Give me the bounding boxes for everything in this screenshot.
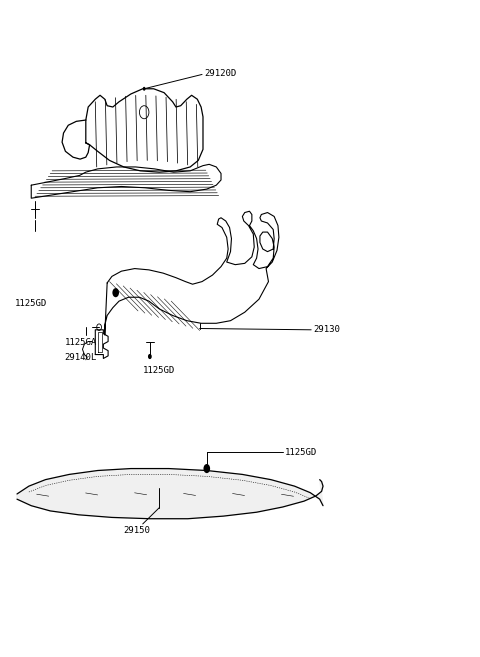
Text: 29140L: 29140L <box>64 353 96 362</box>
Text: 1125GD: 1125GD <box>14 299 47 308</box>
Circle shape <box>112 288 119 297</box>
Circle shape <box>148 354 152 359</box>
Circle shape <box>143 87 145 91</box>
Text: 29130: 29130 <box>313 325 340 334</box>
Circle shape <box>204 464 210 473</box>
Text: 29120D: 29120D <box>204 68 237 78</box>
Text: 1125GA: 1125GA <box>64 338 96 348</box>
Polygon shape <box>17 468 323 519</box>
Text: 1125GD: 1125GD <box>285 448 317 457</box>
Text: 1125GD: 1125GD <box>143 367 175 375</box>
Text: 29150: 29150 <box>124 526 151 535</box>
